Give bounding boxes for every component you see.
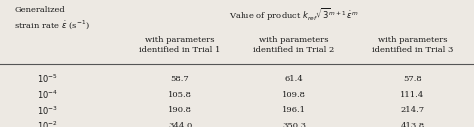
- Text: Value of product $k_{ref}\sqrt{3}^{m+1}\,\dot{\varepsilon}^{m}$: Value of product $k_{ref}\sqrt{3}^{m+1}\…: [229, 6, 359, 23]
- Text: with parameters
identified in Trial 2: with parameters identified in Trial 2: [253, 36, 335, 54]
- Text: 350.3: 350.3: [282, 122, 306, 127]
- Text: Generalized
strain rate $\dot{\varepsilon}$ (s$^{-1}$): Generalized strain rate $\dot{\varepsilo…: [14, 6, 90, 31]
- Text: 214.7: 214.7: [401, 107, 424, 114]
- Text: 109.8: 109.8: [282, 91, 306, 99]
- Text: $10^{-4}$: $10^{-4}$: [37, 89, 58, 101]
- Text: $10^{-2}$: $10^{-2}$: [37, 120, 58, 127]
- Text: with parameters
identified in Trial 1: with parameters identified in Trial 1: [139, 36, 221, 54]
- Text: 105.8: 105.8: [168, 91, 192, 99]
- Text: $10^{-3}$: $10^{-3}$: [37, 104, 58, 117]
- Text: 344.0: 344.0: [168, 122, 192, 127]
- Text: 57.8: 57.8: [403, 75, 422, 83]
- Text: 58.7: 58.7: [171, 75, 190, 83]
- Text: $10^{-5}$: $10^{-5}$: [37, 73, 58, 85]
- Text: 190.8: 190.8: [168, 107, 192, 114]
- Text: 61.4: 61.4: [284, 75, 303, 83]
- Text: with parameters
identified in Trial 3: with parameters identified in Trial 3: [372, 36, 453, 54]
- Text: 196.1: 196.1: [282, 107, 306, 114]
- Text: 111.4: 111.4: [400, 91, 425, 99]
- Text: 413.8: 413.8: [400, 122, 425, 127]
